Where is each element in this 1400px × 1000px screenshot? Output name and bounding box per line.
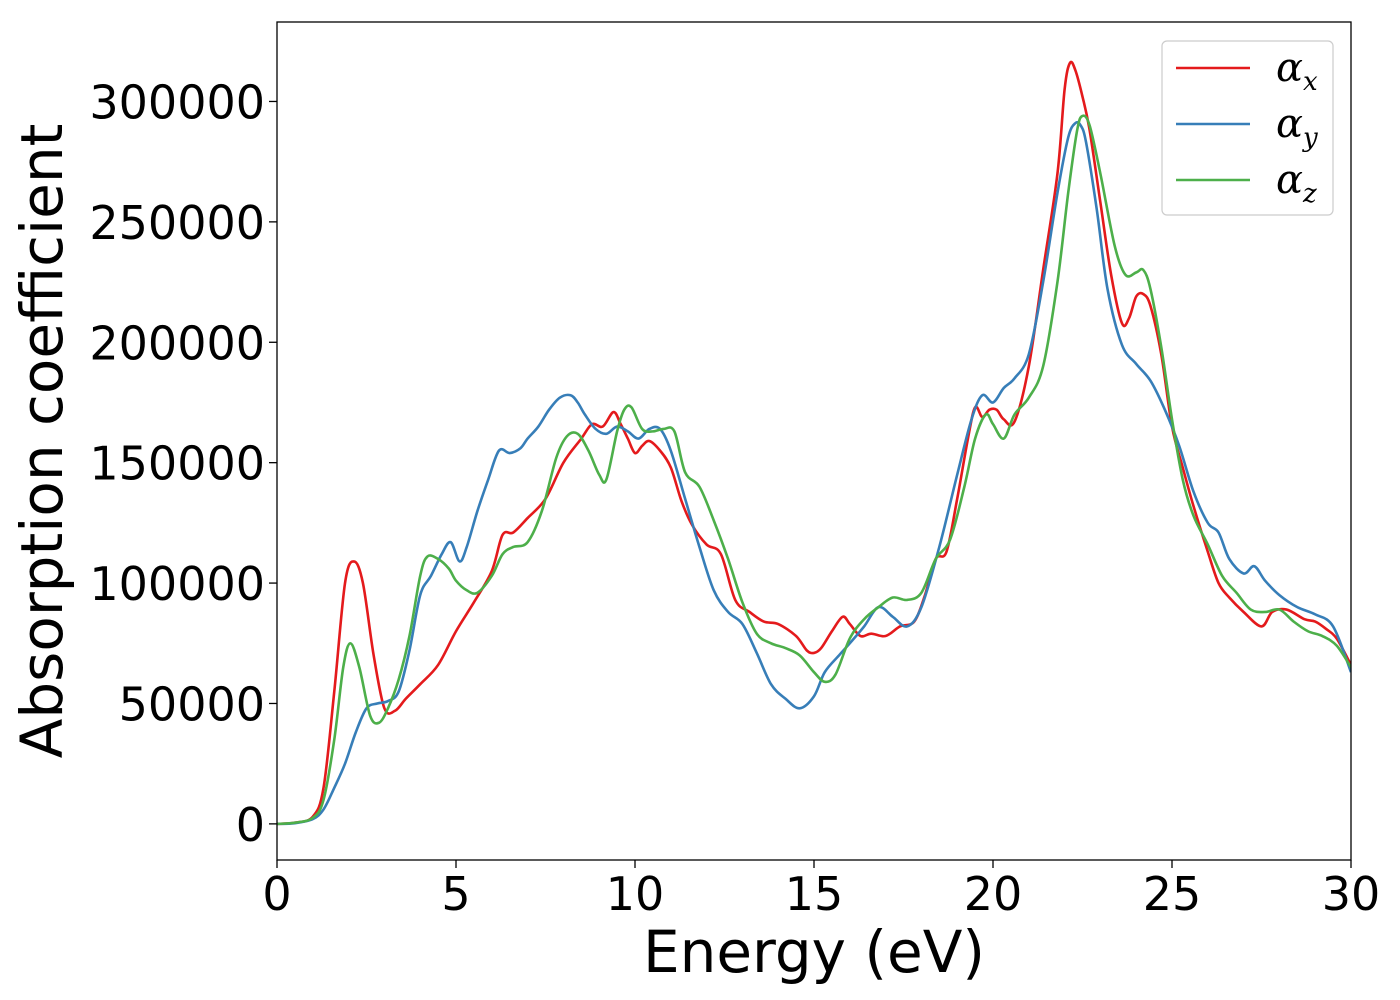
x-axis-title: Energy (eV) bbox=[643, 918, 985, 986]
x-tick-label: 10 bbox=[606, 867, 665, 921]
series-line-y bbox=[277, 120, 1351, 826]
y-tick-label: 300000 bbox=[89, 75, 265, 129]
y-tick-label: 200000 bbox=[89, 316, 265, 370]
x-tick-label: 25 bbox=[1143, 867, 1202, 921]
x-axis: 0 5 10 15 20 25 30 bbox=[262, 860, 1380, 921]
y-axis-title: Absorption coefficient bbox=[8, 124, 76, 759]
legend-label-z: αz bbox=[1276, 157, 1317, 209]
y-tick-label: 100000 bbox=[89, 557, 265, 611]
y-axis: 0 50000 100000 150000 200000 250000 300000 bbox=[89, 75, 277, 852]
x-tick-label: 20 bbox=[964, 867, 1023, 921]
x-tick-label: 0 bbox=[262, 867, 291, 921]
legend-subscript-x: x bbox=[1303, 67, 1318, 97]
y-tick-label: 50000 bbox=[119, 677, 265, 731]
series-layer bbox=[277, 60, 1351, 826]
y-tick-label: 150000 bbox=[89, 437, 265, 491]
x-tick-label: 15 bbox=[785, 867, 844, 921]
x-tick-label: 5 bbox=[441, 867, 470, 921]
y-tick-label: 250000 bbox=[89, 196, 265, 250]
y-tick-label: 0 bbox=[236, 798, 265, 852]
series-line-x bbox=[277, 60, 1351, 826]
legend-subscript-y: y bbox=[1302, 123, 1318, 153]
series-line-z bbox=[277, 114, 1351, 826]
legend-frame bbox=[1161, 40, 1334, 216]
legend-subscript-z: z bbox=[1302, 179, 1317, 209]
x-tick-label: 30 bbox=[1322, 867, 1381, 921]
